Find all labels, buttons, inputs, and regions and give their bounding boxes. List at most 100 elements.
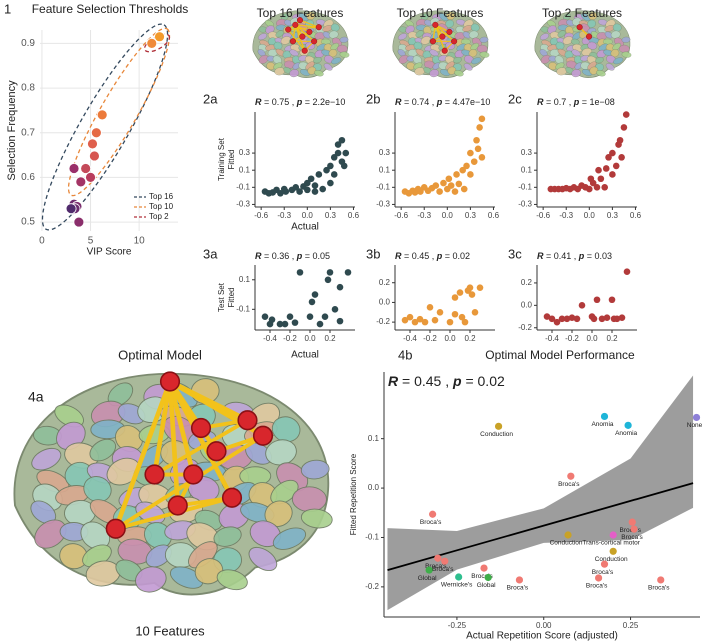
data-point: [476, 124, 483, 131]
data-point: [417, 188, 424, 195]
data-point: [602, 165, 610, 172]
y-tick-label: 0.5: [21, 217, 35, 228]
brain-edge: [168, 380, 219, 453]
stat-part: R: [255, 251, 262, 261]
y-tick-label: 0.1: [379, 165, 391, 174]
stat-part: R: [395, 251, 402, 261]
stat-part: = 0.45 ,: [402, 251, 437, 261]
stat-annotation: R = 0.45 , p = 0.02: [388, 373, 505, 389]
brain-node: [315, 24, 322, 31]
data-point: [600, 412, 609, 421]
brain-gyrus: [331, 57, 342, 65]
y-tick-label: 0.1: [368, 434, 380, 443]
x-tick-label: -0.4: [263, 334, 277, 343]
brain-image: [392, 10, 490, 78]
brain-gyrus: [404, 20, 414, 28]
data-point: [630, 525, 638, 533]
x-tick-label: 0.6: [488, 211, 500, 220]
data-point: [434, 554, 442, 562]
data-point: [338, 136, 346, 144]
brain-gyrus: [471, 57, 482, 65]
data-point: [330, 171, 338, 178]
brain-gyrus: [291, 486, 327, 513]
x-tick-label: -0.4: [545, 334, 559, 343]
brain-gyrus: [194, 558, 224, 585]
data-point: [484, 573, 492, 582]
brain-gyrus: [34, 519, 67, 549]
data-point: [618, 314, 626, 321]
stat-annotation: R = 0.7 , p = 1e−08: [537, 97, 615, 107]
data-point: [618, 154, 625, 161]
data-point: [451, 294, 459, 301]
brain-gyrus: [621, 36, 631, 43]
chart-title: Feature Selection Thresholds: [32, 2, 189, 16]
brain-gyrus: [420, 36, 431, 45]
brain-gyrus: [557, 30, 566, 38]
data-point: [478, 154, 486, 161]
brain-gyrus: [264, 20, 274, 28]
x-tick-label: 0.0: [584, 211, 596, 220]
brain-edge: [167, 381, 181, 506]
data-point: [307, 175, 315, 183]
stat-part: p: [296, 97, 303, 107]
brain-gyrus: [571, 49, 581, 57]
data-point: [282, 188, 290, 195]
brain-gyrus: [446, 12, 456, 20]
brain-gyrus: [621, 51, 632, 58]
stat-part: = 0.02: [462, 373, 505, 389]
x-tick-label: 0: [39, 236, 45, 247]
data-point: [440, 179, 447, 187]
data-point: [548, 315, 556, 323]
brain-gyrus: [323, 63, 333, 71]
brain-gyrus: [143, 521, 172, 549]
chart-title: Top 2 Features: [542, 6, 622, 20]
brain-edge: [287, 29, 306, 52]
data-point: [605, 154, 612, 161]
data-point: [276, 320, 284, 328]
stat-part: = 0.03: [584, 251, 612, 261]
brain-gyrus: [169, 566, 204, 589]
data-point: [612, 162, 620, 170]
brain-node: [301, 47, 308, 54]
data-point: [306, 313, 314, 321]
x-tick-label: -0.6: [394, 211, 408, 220]
brain-gyrus: [539, 33, 550, 41]
data-point: [692, 413, 701, 422]
brain-node: [432, 21, 439, 28]
brain-gyrus: [272, 527, 307, 550]
x-tick-label: -0.6: [536, 211, 550, 220]
x-tick-label: -0.6: [254, 211, 268, 220]
brain-gyrus: [216, 569, 248, 591]
x-tick-label: -0.25: [448, 621, 467, 630]
brain-node: [206, 441, 227, 462]
data-point: [268, 316, 276, 323]
data-point: [334, 141, 342, 148]
y-tick-label: -0.3: [236, 200, 250, 209]
data-point: [336, 317, 344, 325]
panel-label: 2a: [203, 91, 218, 106]
brain-gyrus: [273, 41, 283, 50]
point-label: Broca's: [471, 573, 493, 580]
data-point: [75, 176, 87, 188]
x-tick-label: 0.0: [442, 211, 454, 220]
point-label: Broca's: [507, 585, 529, 592]
point-label: Conduction: [480, 431, 513, 438]
data-point: [553, 318, 561, 326]
x-tick-label: 0.0: [302, 211, 314, 220]
data-point: [87, 138, 98, 150]
data-point: [416, 315, 424, 323]
data-point: [600, 560, 609, 568]
data-point: [657, 576, 665, 584]
data-point: [590, 315, 598, 323]
data-point: [461, 318, 469, 326]
data-point: [292, 184, 300, 191]
brain-node: [237, 410, 258, 431]
data-point: [146, 38, 158, 49]
data-point: [455, 180, 463, 188]
data-point: [467, 149, 474, 157]
chart-title: Top 10 Features: [397, 6, 484, 20]
data-point: [586, 185, 593, 193]
brain-node: [292, 21, 299, 28]
data-point: [453, 171, 460, 178]
